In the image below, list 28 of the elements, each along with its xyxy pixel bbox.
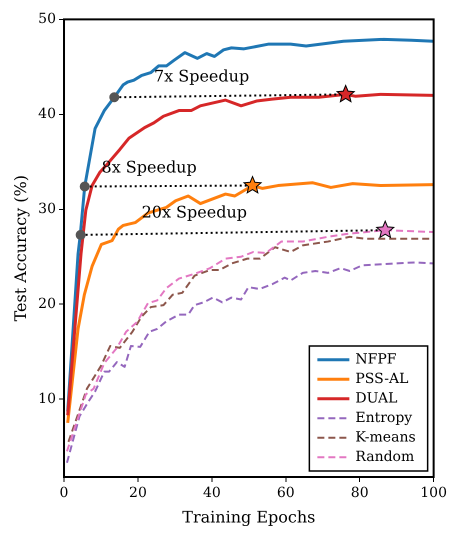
y-tick-label: 20: [38, 296, 56, 312]
line-series: [66, 261, 434, 464]
y-tick-label: 10: [38, 390, 56, 407]
x-tick-label: 20: [129, 485, 147, 502]
point: [109, 92, 120, 102]
annotation: 8x Speedup: [102, 158, 197, 177]
x-tick-label: 0: [60, 485, 68, 502]
y-axis-title: Test Accuracy (%): [10, 175, 30, 322]
x-tick-label: 40: [202, 485, 221, 502]
point: [80, 181, 90, 192]
point: [336, 84, 355, 102]
y-tick-label: 30: [38, 200, 56, 217]
point: [76, 230, 86, 240]
x-tick-label: 60: [276, 485, 295, 502]
x-tick-label: 100: [420, 485, 448, 502]
legend-label: NFPF: [355, 351, 397, 368]
point: [243, 176, 262, 194]
legend-label: DUAL: [355, 390, 398, 406]
legend-label: K-means: [355, 429, 416, 446]
x-tick-label: 80: [350, 485, 369, 502]
legend-label: PSS-AL: [355, 370, 408, 387]
annotation: 7x Speedup: [154, 66, 250, 86]
y-tick-label: 40: [38, 106, 56, 122]
legend-label: Random: [355, 448, 414, 465]
y-tick-label: 50: [38, 11, 56, 28]
legend-label: Entropy: [355, 410, 412, 426]
x-axis-title: Training Epochs: [182, 508, 316, 527]
point: [376, 220, 394, 238]
